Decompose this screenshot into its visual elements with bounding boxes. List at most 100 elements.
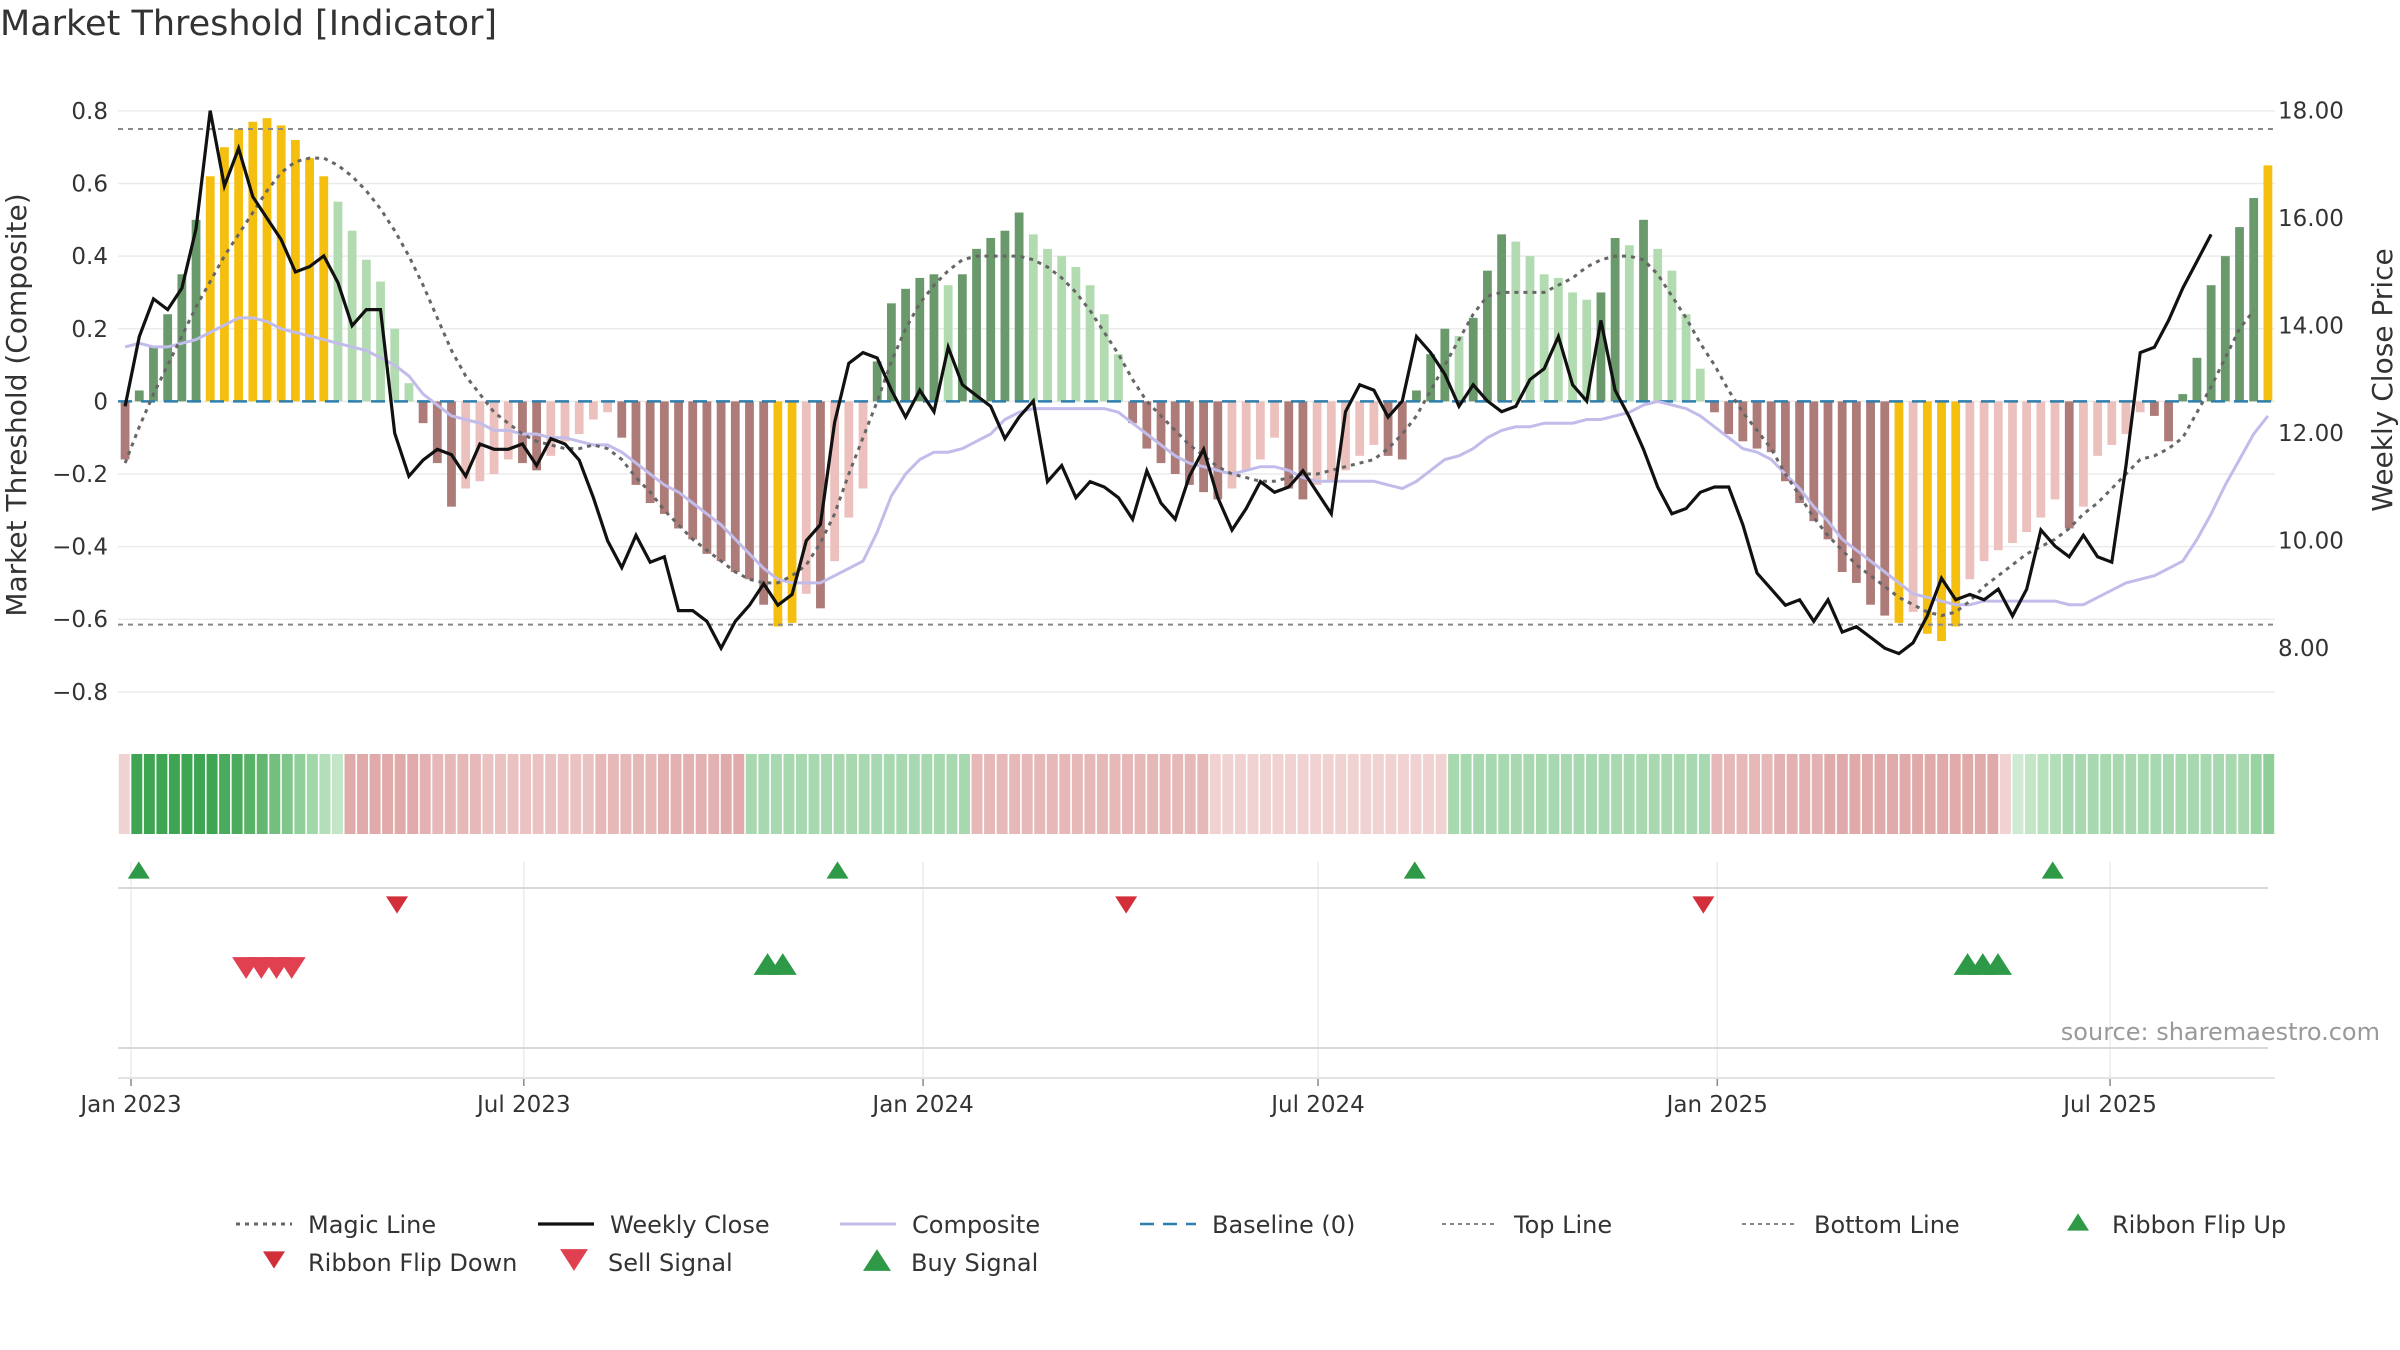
composite-bar bbox=[461, 401, 471, 489]
ribbon-segment bbox=[1460, 754, 1472, 834]
ribbon-segment bbox=[482, 754, 494, 834]
composite-bar bbox=[120, 401, 130, 460]
composite-bar bbox=[361, 259, 371, 402]
legend-item-top-line[interactable]: Top Line bbox=[1442, 1211, 1612, 1239]
composite-bar bbox=[418, 401, 428, 424]
composite-bar bbox=[1951, 401, 1961, 627]
ribbon-segment bbox=[156, 754, 168, 834]
ribbon-segment bbox=[1849, 754, 1861, 834]
composite-bar bbox=[1596, 292, 1606, 402]
ribbon-segment bbox=[1410, 754, 1422, 834]
composite-bar bbox=[1781, 401, 1790, 482]
ribbon-segment bbox=[1874, 754, 1886, 834]
ribbon-segment bbox=[1297, 754, 1309, 834]
ribbon-segment bbox=[1385, 754, 1397, 834]
ribbon-segment bbox=[2012, 754, 2024, 834]
ribbon-segment bbox=[670, 754, 682, 834]
composite-bar bbox=[1000, 230, 1010, 402]
ribbon-segment bbox=[432, 754, 444, 834]
ribbon-segment bbox=[1724, 754, 1735, 834]
legend-item-composite[interactable]: Composite bbox=[840, 1211, 1040, 1239]
composite-bar bbox=[1809, 401, 1819, 522]
ribbon-segment bbox=[369, 754, 381, 834]
composite-bar bbox=[1326, 401, 1336, 482]
y-tick-left-label: 0.4 bbox=[71, 244, 108, 270]
ribbon-segment bbox=[2150, 754, 2162, 834]
x-tick-label: Jan 2025 bbox=[1665, 1092, 1768, 1118]
ribbon-segment bbox=[244, 754, 256, 834]
legend-label: Ribbon Flip Up bbox=[2112, 1211, 2286, 1239]
ribbon-segment bbox=[1661, 754, 1673, 834]
ribbon-segment bbox=[783, 754, 795, 834]
ribbon-segment bbox=[1774, 754, 1786, 834]
composite-bar bbox=[1667, 270, 1677, 402]
composite-bar bbox=[1099, 314, 1109, 402]
ribbon-flip-down-marker bbox=[1115, 896, 1138, 914]
legend-label: Ribbon Flip Down bbox=[308, 1249, 517, 1277]
composite-bar bbox=[2164, 401, 2173, 442]
composite-bar bbox=[1965, 401, 1975, 580]
ribbon-segment bbox=[1799, 754, 1811, 834]
composite-bar bbox=[745, 401, 754, 580]
composite-bar bbox=[1298, 401, 1308, 500]
ribbon-segment bbox=[996, 754, 1008, 834]
ribbon-segment bbox=[419, 754, 431, 834]
ribbon-segment bbox=[1397, 754, 1409, 834]
legend-item-ribbon-flip-up[interactable]: Ribbon Flip Up bbox=[2067, 1211, 2286, 1239]
ribbon-segment bbox=[1322, 754, 1334, 834]
ribbon-segment bbox=[582, 754, 594, 834]
ribbon-segment bbox=[896, 754, 908, 834]
composite-bar bbox=[1284, 401, 1294, 489]
ribbon-strip bbox=[118, 754, 2275, 834]
y-tick-left-label: 0.8 bbox=[71, 99, 108, 125]
ribbon-segment bbox=[1736, 754, 1748, 834]
composite-bar bbox=[276, 125, 286, 402]
ribbon-segment bbox=[2087, 754, 2099, 834]
x-tick-label: Jan 2023 bbox=[78, 1092, 181, 1118]
composite-bar bbox=[702, 401, 712, 554]
ribbon-segment bbox=[1636, 754, 1648, 834]
ribbon-segment bbox=[520, 754, 532, 834]
buy-signal-marker bbox=[1983, 953, 2012, 975]
composite-bar bbox=[1270, 401, 1279, 438]
composite-bar bbox=[1397, 401, 1407, 460]
ribbon-segment bbox=[545, 754, 557, 834]
legend-item-baseline[interactable]: Baseline (0) bbox=[1140, 1211, 1355, 1239]
composite-bar bbox=[134, 390, 144, 402]
ribbon-segment bbox=[946, 754, 958, 834]
ribbon-segment bbox=[833, 754, 845, 834]
legend-item-ribbon-flip-down[interactable]: Ribbon Flip Down bbox=[263, 1249, 517, 1277]
ribbon-segment bbox=[1523, 754, 1535, 834]
legend-item-buy-signal[interactable]: Buy Signal bbox=[863, 1249, 1038, 1277]
composite-bar bbox=[1014, 212, 1024, 402]
ribbon-segment bbox=[1498, 754, 1510, 834]
ribbon-segment bbox=[495, 754, 506, 834]
legend-item-weekly-close[interactable]: Weekly Close bbox=[538, 1211, 770, 1239]
legend-item-magic-line[interactable]: Magic Line bbox=[236, 1211, 436, 1239]
composite-bar bbox=[1156, 401, 1166, 464]
ribbon-segment bbox=[1749, 754, 1761, 834]
composite-bar bbox=[2220, 256, 2230, 402]
ribbon-segment bbox=[1761, 754, 1773, 834]
ribbon-segment bbox=[1009, 754, 1021, 834]
composite-bar bbox=[2064, 401, 2074, 529]
ribbon-segment bbox=[658, 754, 669, 834]
legend-item-bottom-line[interactable]: Bottom Line bbox=[1742, 1211, 1960, 1239]
ribbon-segment bbox=[344, 754, 356, 834]
composite-bar bbox=[1483, 270, 1492, 402]
ribbon-segment bbox=[1448, 754, 1460, 834]
ribbon-segment bbox=[2175, 754, 2187, 834]
ribbon-flip-down-marker bbox=[386, 896, 409, 914]
composite-bar bbox=[404, 383, 414, 402]
ribbon-segment bbox=[1548, 754, 1560, 834]
ribbon-segment bbox=[168, 754, 180, 834]
y-tick-right-label: 18.00 bbox=[2278, 99, 2344, 125]
legend-item-sell-signal[interactable]: Sell Signal bbox=[560, 1249, 733, 1277]
ribbon-segment bbox=[2137, 754, 2149, 834]
ribbon-segment bbox=[933, 754, 945, 834]
composite-bar bbox=[674, 401, 683, 529]
ribbon-segment bbox=[2062, 754, 2074, 834]
composite-bar bbox=[915, 277, 925, 402]
composite-bar bbox=[588, 401, 598, 420]
ribbon-segment bbox=[394, 754, 406, 834]
